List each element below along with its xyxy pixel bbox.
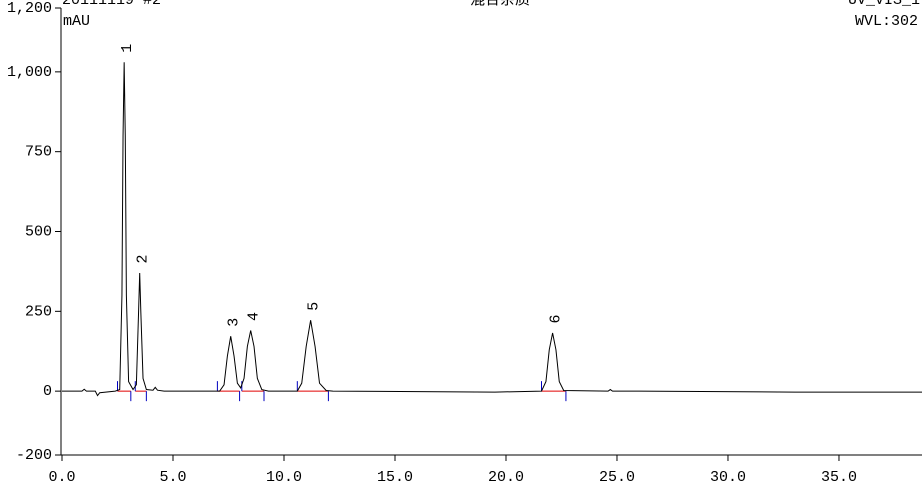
wavelength: WVL:302 bbox=[855, 13, 918, 30]
header-center: 混合杂质 bbox=[470, 0, 530, 9]
x-tick-label: 35.0 bbox=[821, 469, 857, 486]
y-tick-label: 1,000 bbox=[7, 64, 52, 81]
peak-label: 1 bbox=[119, 44, 136, 53]
y-tick-label: 1,200 bbox=[7, 0, 52, 17]
peak-label: 4 bbox=[246, 312, 263, 321]
peak-label: 2 bbox=[135, 254, 152, 263]
header-right: UV_VIS_1 bbox=[848, 0, 920, 9]
y-tick-label: -200 bbox=[16, 447, 52, 464]
x-tick-label: 0.0 bbox=[48, 469, 75, 486]
peak-label: 3 bbox=[226, 318, 243, 327]
y-tick-label: 500 bbox=[25, 223, 52, 240]
header-left: 20111119 #2 bbox=[62, 0, 161, 9]
signal-trace bbox=[62, 62, 922, 397]
x-tick-label: 5.0 bbox=[159, 469, 186, 486]
x-tick-label: 30.0 bbox=[710, 469, 746, 486]
y-unit: mAU bbox=[63, 13, 90, 30]
x-tick-label: 15.0 bbox=[377, 469, 413, 486]
peak-label: 6 bbox=[548, 315, 565, 324]
y-tick-label: 750 bbox=[25, 144, 52, 161]
y-tick-label: 0 bbox=[43, 383, 52, 400]
x-tick-label: 20.0 bbox=[488, 469, 524, 486]
x-tick-label: 10.0 bbox=[266, 469, 302, 486]
peak-label: 5 bbox=[306, 302, 323, 311]
x-tick-label: 25.0 bbox=[599, 469, 635, 486]
y-tick-label: 250 bbox=[25, 303, 52, 320]
